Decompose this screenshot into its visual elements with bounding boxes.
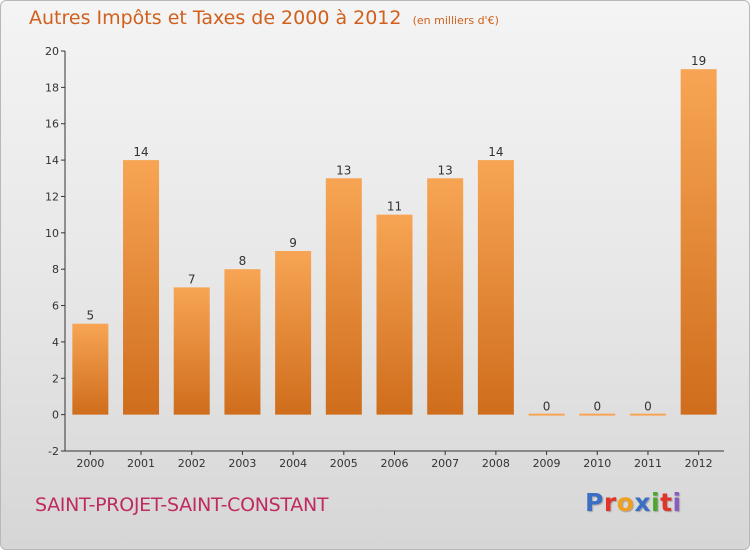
data-label-2011: 0 bbox=[644, 400, 652, 414]
y-tick-label: 18 bbox=[45, 81, 59, 94]
x-tick-label-2011: 2011 bbox=[634, 457, 662, 470]
bar-2003[interactable] bbox=[224, 269, 261, 415]
x-tick-label-2003: 2003 bbox=[228, 457, 256, 470]
bar-2002[interactable] bbox=[173, 287, 210, 415]
data-label-2006: 11 bbox=[387, 200, 402, 214]
x-tick-label-2006: 2006 bbox=[381, 457, 409, 470]
data-label-2003: 8 bbox=[239, 254, 247, 268]
bar-2004[interactable] bbox=[275, 251, 312, 415]
bar-2000[interactable] bbox=[72, 323, 109, 415]
logo-letter: i bbox=[672, 488, 682, 517]
bar-2008[interactable] bbox=[477, 160, 514, 415]
chart-title-text: Autres Impôts et Taxes de 2000 à 2012 bbox=[29, 7, 402, 29]
x-tick-label-2000: 2000 bbox=[76, 457, 104, 470]
x-tick-label-2010: 2010 bbox=[583, 457, 611, 470]
y-tick-label: 6 bbox=[52, 300, 59, 313]
y-tick-label: 4 bbox=[52, 336, 59, 349]
bar-2005[interactable] bbox=[325, 178, 362, 415]
data-label-2007: 13 bbox=[438, 163, 453, 177]
x-tick-label-2012: 2012 bbox=[685, 457, 713, 470]
proxiti-logo[interactable]: Proxiti bbox=[585, 488, 682, 517]
x-tick-label-2007: 2007 bbox=[431, 457, 459, 470]
bars bbox=[72, 69, 717, 416]
chart-unit: (en milliers d'€) bbox=[412, 14, 499, 27]
bar-2007[interactable] bbox=[427, 178, 464, 415]
logo-letter: o bbox=[616, 488, 635, 517]
y-tick-label: 14 bbox=[45, 154, 59, 167]
y-tick-label: 20 bbox=[45, 45, 59, 58]
data-label-2008: 14 bbox=[488, 145, 503, 159]
x-tick-label-2009: 2009 bbox=[533, 457, 561, 470]
x-tick-label-2008: 2008 bbox=[482, 457, 510, 470]
data-label-2009: 0 bbox=[543, 400, 551, 414]
commune-name: SAINT-PROJET-SAINT-CONSTANT bbox=[35, 494, 329, 516]
x-tick-label-2002: 2002 bbox=[178, 457, 206, 470]
axes bbox=[61, 50, 724, 455]
y-tick-label: 0 bbox=[52, 409, 59, 422]
x-tick-label-2004: 2004 bbox=[279, 457, 307, 470]
y-tick-label: 10 bbox=[45, 227, 59, 240]
data-label-2004: 9 bbox=[289, 236, 297, 250]
data-label-2000: 5 bbox=[87, 309, 95, 323]
chart-title: Autres Impôts et Taxes de 2000 à 2012 (e… bbox=[29, 7, 499, 29]
logo-letter: t bbox=[660, 488, 673, 517]
bar-2006[interactable] bbox=[376, 214, 413, 415]
y-tick-label: 2 bbox=[52, 372, 59, 385]
logo-letter: x bbox=[634, 488, 651, 517]
data-label-2012: 19 bbox=[691, 54, 706, 68]
logo-letter: i bbox=[651, 488, 661, 517]
data-label-2010: 0 bbox=[593, 400, 601, 414]
bar-2001[interactable] bbox=[123, 160, 160, 415]
labels: -2 0 2 4 6 8 10 12 14 16 18 20 2000 5 2001 14 2002 7 2003 8… bbox=[45, 45, 713, 470]
x-tick-label-2001: 2001 bbox=[127, 457, 155, 470]
logo-letter: P bbox=[585, 488, 604, 517]
x-tick-label-2005: 2005 bbox=[330, 457, 358, 470]
logo-letter: r bbox=[603, 488, 617, 517]
y-tick-label: 8 bbox=[52, 263, 59, 276]
y-tick-label: 16 bbox=[45, 118, 59, 131]
data-label-2001: 14 bbox=[133, 145, 148, 159]
data-label-2005: 13 bbox=[336, 163, 351, 177]
bar-2012[interactable] bbox=[680, 69, 717, 415]
data-label-2002: 7 bbox=[188, 272, 196, 286]
y-tick-label: -2 bbox=[48, 445, 59, 458]
y-tick-label: 12 bbox=[45, 190, 59, 203]
